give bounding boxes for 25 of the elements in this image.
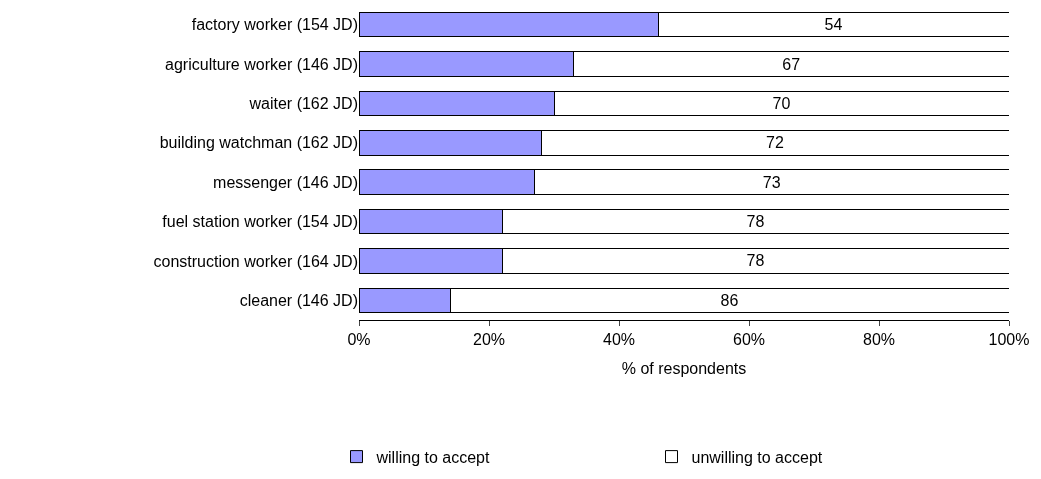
y-tick-label: factory worker (154 JD) [191,16,358,34]
y-tick-label: agriculture worker (146 JD) [165,55,358,73]
y-tick-label: building watchman (162 JD) [159,134,358,152]
y-tick-label: messenger (146 JD) [213,173,358,191]
y-tick-label: fuel station worker (154 JD) [162,213,358,231]
legend-label: willing to accept [375,448,490,466]
data-label: 73 [762,173,781,191]
data-label: 78 [746,252,765,270]
x-tick-label: 60% [732,331,766,349]
data-label: 86 [720,291,739,309]
y-tick-label: waiter (162 JD) [248,95,358,113]
x-tick-label: 100% [988,331,1030,349]
data-label: 67 [782,55,801,73]
x-tick-label: 20% [472,331,506,349]
y-tick-label: construction worker (164 JD) [153,252,358,270]
y-tick-label: cleaner (146 JD) [239,291,358,309]
data-label: 72 [766,134,784,152]
x-tick-label: 40% [602,331,636,349]
x-axis-title: % of respondents [621,359,747,377]
data-label: 78 [746,213,765,231]
legend-label: unwilling to accept [691,448,823,466]
x-tick-label: 0% [347,331,371,349]
data-label: 70 [772,94,791,112]
x-tick-label: 80% [862,331,896,349]
data-label: 54 [824,16,843,34]
